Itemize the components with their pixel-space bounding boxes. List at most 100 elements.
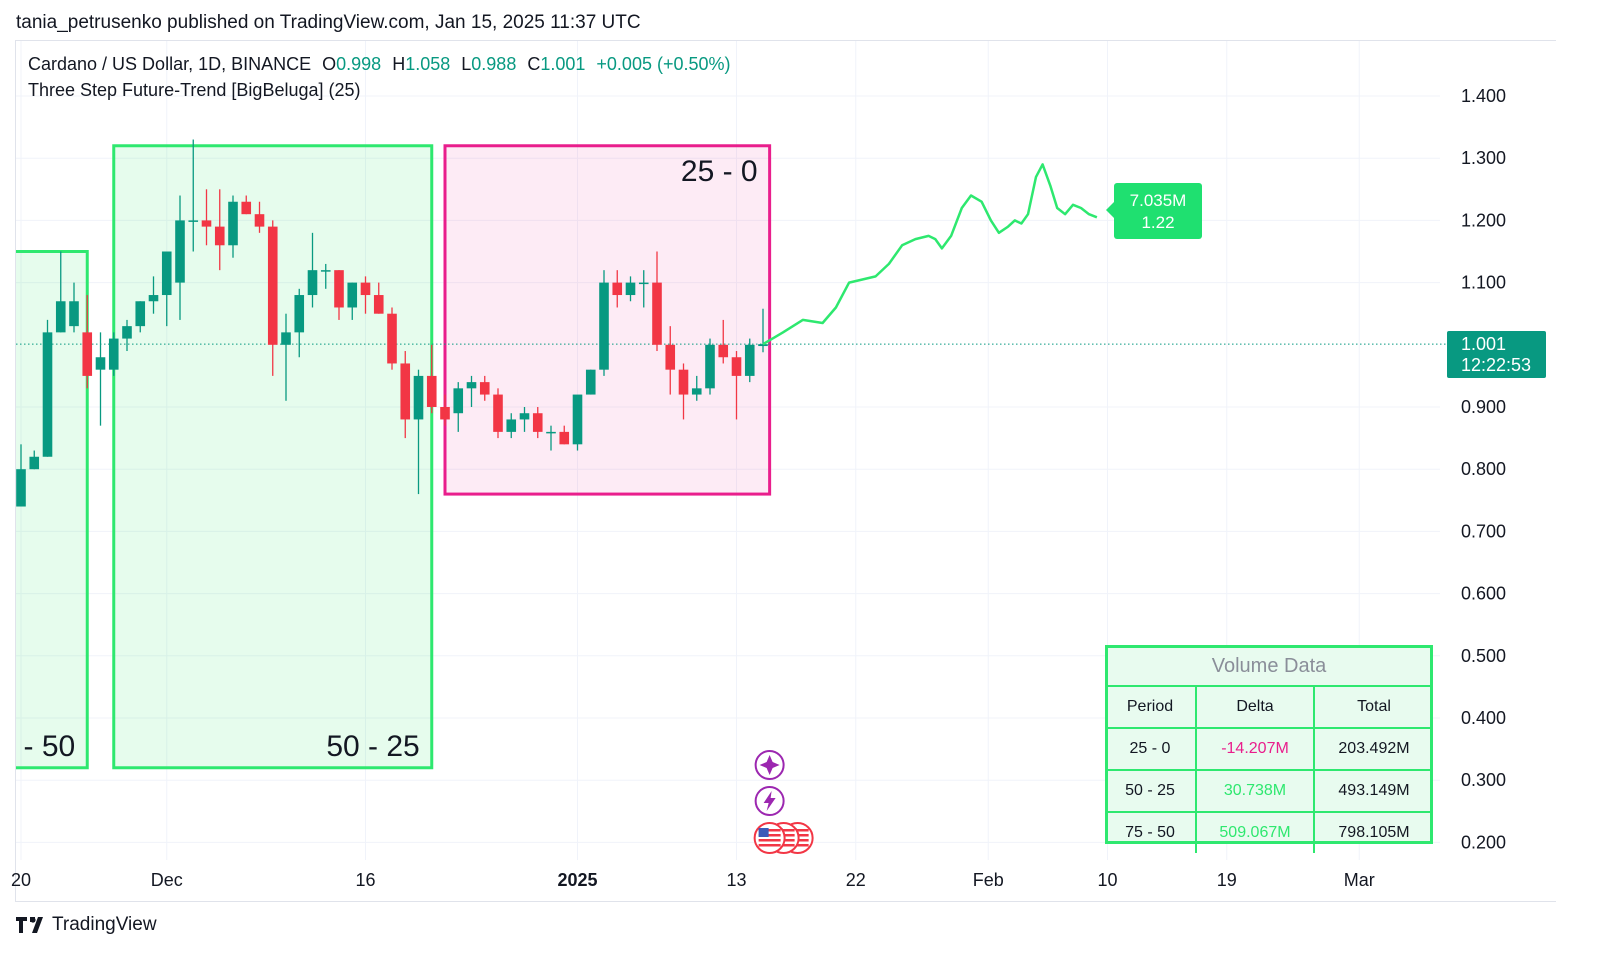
candle-body [506,419,517,432]
forecast-line [762,163,1098,346]
x-tick-label: Dec [151,870,183,890]
forecast-volume: 7.035M [1130,191,1187,210]
candle-body [426,375,437,407]
candle-body [585,369,596,395]
sparkle-shape [759,755,780,775]
header-delta: Delta [1195,687,1313,727]
candle-body [532,413,543,432]
event-markers [753,750,814,854]
candle-body [400,363,411,420]
candle-body [241,201,252,215]
row-delta: 30.738M [1195,771,1313,811]
candle-body [599,282,609,370]
open-label: O [322,54,337,74]
close-label: C [527,54,541,74]
x-tick-label: Mar [1344,870,1375,890]
candle-body [479,382,490,395]
candle-body [228,201,238,246]
low-value: 0.988 [471,54,517,74]
symbol-name[interactable]: Cardano / US Dollar, 1D, BINANCE [28,54,312,74]
candle-body [612,282,623,296]
low-label: L [461,54,472,74]
header-period: Period [1126,698,1174,715]
candle-body [347,282,358,308]
y-tick-label: 0.300 [1461,770,1506,790]
candle-body [42,332,53,457]
flag-stripe [758,844,781,847]
flag-stripe [786,829,809,832]
candle-body [95,357,106,370]
published-by-line: tania_petrusenko published on TradingVie… [16,12,641,33]
candle-body [201,220,212,227]
y-tick-label: 1.400 [1461,86,1506,106]
x-tick-label: 19 [1217,870,1237,890]
candle-body [16,469,26,507]
brand-name: TradingView [52,914,157,935]
y-tick-label: 1.100 [1461,273,1506,293]
candle-body [638,282,649,285]
candle-body [122,326,132,339]
candle-body [440,407,450,420]
candle-body [161,251,172,296]
y-tick-label: 1.300 [1461,148,1506,168]
candle-body [387,313,397,364]
symbol-legend[interactable]: Cardano / US Dollar, 1D, BINANCE O0.998 … [28,54,731,75]
flag-stripe [772,829,795,832]
chart-frame[interactable] [15,40,1556,902]
open-value: 0.998 [336,54,382,74]
candle-body [267,226,278,345]
lightning-shape [763,791,776,811]
forecast-price: 1.22 [1141,213,1174,232]
flag-canton [758,828,769,837]
candle-body [82,332,93,376]
indicator-name[interactable]: Three Step Future-Trend [BigBeluga] (25) [28,80,361,100]
row-delta: -14.207M [1195,729,1313,769]
candle-body [188,220,199,222]
y-tick-label: 1.200 [1461,210,1506,230]
candle-body [413,375,424,420]
volume-table-title: Volume Data [1211,655,1327,677]
flag-stripe [758,839,781,842]
forecast-label: 7.035M 1.22 [1106,183,1202,239]
candle-body [625,282,636,296]
current-price-value: 1.001 [1461,334,1506,354]
zone-label: 5 - 50 [0,730,75,763]
volume-data-table [1105,645,1433,844]
candle-body [373,295,384,314]
candle-body [214,226,225,246]
candle-body [466,382,477,389]
x-tick-label: Feb [973,870,1004,890]
candle-body [334,270,344,308]
y-tick-label: 0.500 [1461,646,1506,666]
x-tick-label: 2025 [557,870,597,890]
x-tick-label: 16 [355,870,375,890]
high-value: 1.058 [405,54,451,74]
us-flag-icon [753,822,786,854]
y-tick-label: 0.400 [1461,708,1506,728]
row-period: 50 - 25 [1125,782,1175,799]
indicator-legend[interactable]: Three Step Future-Trend [BigBeluga] (25) [28,80,361,101]
candle-body [493,394,503,432]
table-row: 25 - 0 -14.207M 203.492M [1105,727,1433,769]
tradingview-brand[interactable]: TradingView [16,914,157,936]
candle-body [519,413,530,420]
row-total: 203.492M [1313,729,1433,769]
candle-body [705,344,715,389]
zone-label: 50 - 25 [326,730,419,763]
y-tick-label: 0.700 [1461,521,1506,541]
x-tick-label: 10 [1097,870,1117,890]
high-label: H [392,54,406,74]
flag-stripe [758,834,781,837]
x-tick-label: 22 [846,870,866,890]
candle-body [652,282,662,345]
candle-body [294,295,305,333]
header-total: Total [1313,687,1433,727]
candle-body [718,344,729,358]
candle-body [546,431,556,434]
flag-stripe [758,829,781,832]
candle-body [307,270,318,296]
volume-table-grid: Period Delta Total 25 - 0 -14.207M 203.4… [1105,685,1433,853]
candle-body [175,220,185,283]
row-total: 798.105M [1313,813,1433,853]
candle-body [665,344,676,370]
